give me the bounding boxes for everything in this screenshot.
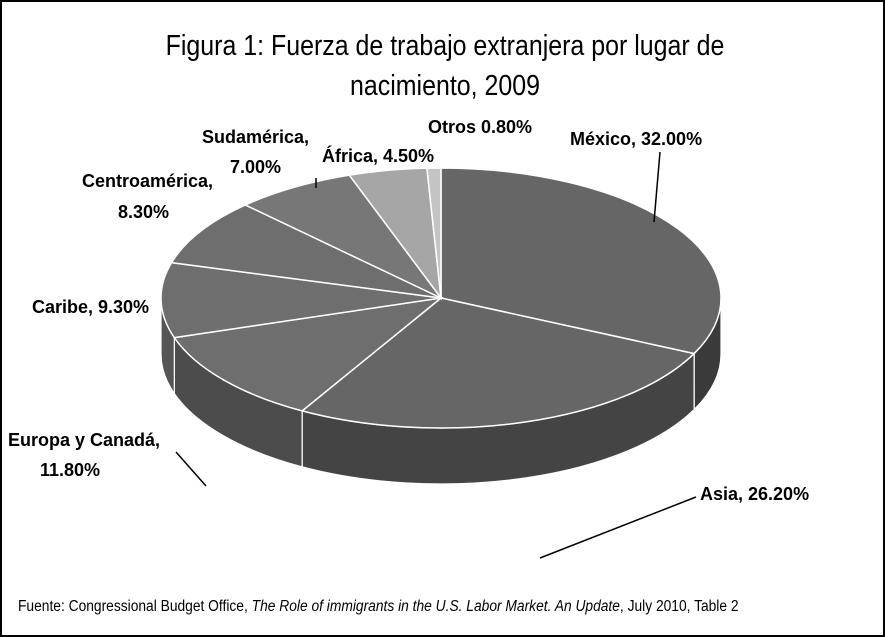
label-africa: África, 4.50% [322,145,434,166]
slice-centroamerica [170,204,442,299]
label-caribe: Caribe, 9.30% [32,297,149,317]
slice-otros [426,167,442,299]
label-europa-line2: 11.80% [40,460,100,480]
leader-europa [175,451,207,487]
slice-asia [300,297,696,429]
source-note: Fuente: Congressional Budget Office, The… [18,598,783,616]
source-work: The Role of immigrants in the U.S. Labor… [251,598,620,615]
label-sudamerica-line1: Sudamérica, [202,127,309,147]
chart-title: Figura 1: Fuerza de trabajo extranjera p… [165,30,725,102]
source-prefix: Fuente: Congressional Budget Office, [18,598,252,615]
label-mexico: México, 32.00% [570,129,702,149]
data-labels: México, 32.00% Asia, 26.20% Europa y Can… [8,117,809,504]
label-sudamerica-line2: 7.00% [230,157,281,177]
label-centroamerica-line1: Centroamérica, [82,171,213,191]
source-suffix: , July 2010, Table 2 [619,598,739,615]
label-centroamerica-line2: 8.30% [118,202,169,222]
slice-caribe [160,261,442,339]
leader-mexico [653,151,661,223]
slice-europa-y-canada [173,296,444,412]
pie-body [160,167,722,485]
label-asia: Asia, 26.20% [700,484,809,504]
leader-lines [175,151,697,559]
slice-sudamerica [243,174,442,299]
label-europa-line1: Europa y Canadá, [8,430,160,450]
slice-mexico [440,167,722,355]
label-otros: Otros 0.80% [428,117,532,137]
leader-asia [539,496,697,559]
